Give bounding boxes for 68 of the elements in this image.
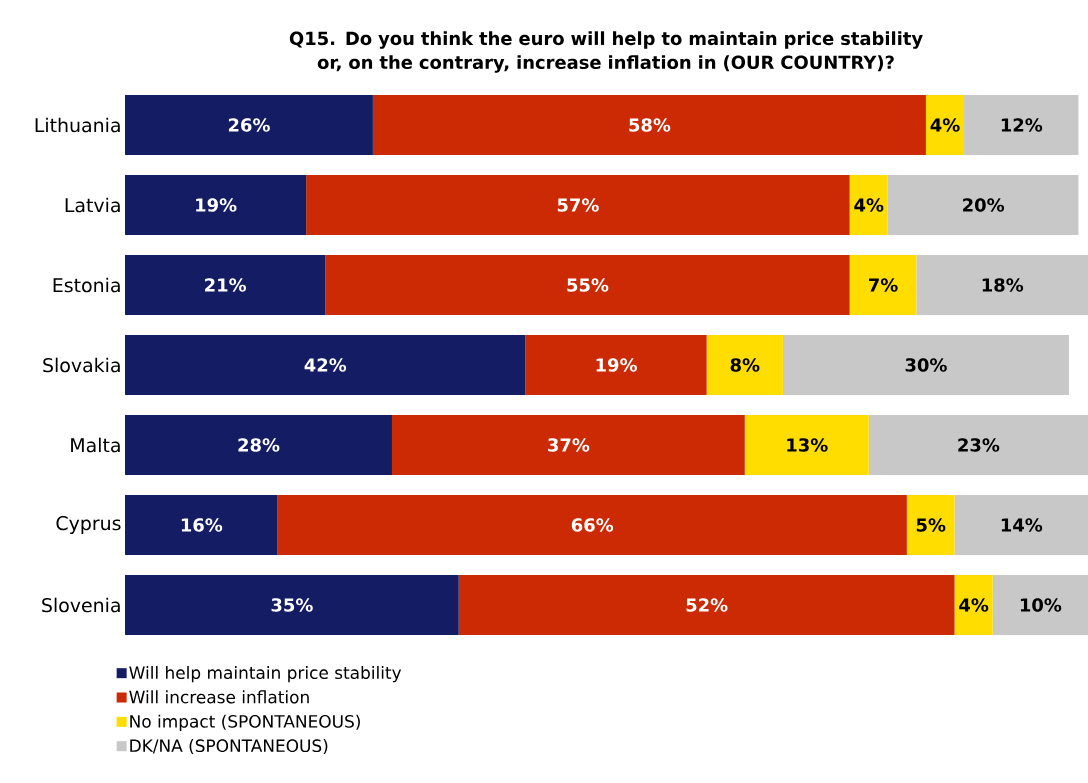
bar bbox=[992, 574, 1088, 635]
y-tick-label: Estonia bbox=[53, 277, 120, 293]
data-label: 19% bbox=[596, 358, 637, 372]
data-label: 4% bbox=[854, 198, 884, 212]
data-label: 7% bbox=[869, 278, 898, 292]
bar bbox=[125, 94, 373, 155]
bar bbox=[125, 254, 326, 315]
chart-title: Q15. Do you think the euro will help to maintain price stability or, on the contrary, increase inflation in (OUR COUNTRY)? bbox=[289, 31, 923, 73]
bar bbox=[906, 494, 955, 555]
data-label: 18% bbox=[982, 278, 1024, 292]
data-label: 13% bbox=[787, 438, 828, 452]
bar bbox=[125, 494, 278, 555]
data-label: 12% bbox=[1001, 118, 1043, 132]
data-label: 14% bbox=[1001, 518, 1043, 532]
legend-label: Will increase inflation bbox=[129, 690, 309, 704]
data-label: 20% bbox=[963, 198, 1005, 212]
data-label: 8% bbox=[730, 358, 760, 372]
y-tick-label: Slovakia bbox=[43, 357, 120, 373]
data-label: 28% bbox=[238, 438, 280, 452]
bar bbox=[916, 254, 1088, 315]
bar bbox=[782, 334, 1069, 395]
data-label: 10% bbox=[1020, 598, 1062, 612]
y-tick-label: Latvia bbox=[65, 197, 120, 213]
bar bbox=[525, 334, 707, 395]
data-label: 23% bbox=[958, 438, 1000, 452]
data-label: 4% bbox=[930, 118, 960, 132]
bar bbox=[744, 414, 869, 475]
data-label: 26% bbox=[228, 118, 270, 132]
bar bbox=[954, 494, 1088, 555]
bar bbox=[125, 174, 307, 235]
bar bbox=[125, 414, 392, 475]
data-label: 35% bbox=[271, 598, 313, 612]
data-label: 57% bbox=[557, 198, 599, 212]
bar bbox=[887, 174, 1079, 235]
bar bbox=[306, 174, 850, 235]
bar bbox=[125, 334, 526, 395]
bar bbox=[706, 334, 783, 395]
y-tick-label: Malta bbox=[71, 437, 120, 453]
data-label: 37% bbox=[548, 438, 590, 452]
data-label: 16% bbox=[181, 518, 223, 532]
bar bbox=[954, 574, 993, 635]
bar bbox=[849, 174, 888, 235]
data-label: 4% bbox=[959, 598, 989, 612]
data-label: 5% bbox=[916, 518, 946, 532]
legend-label: Will help maintain price stability bbox=[129, 665, 402, 683]
bar bbox=[391, 414, 745, 475]
data-label: 52% bbox=[686, 598, 728, 612]
bar bbox=[925, 94, 965, 155]
legend-label: No impact (SPONTANEOUS) bbox=[130, 714, 360, 732]
bar bbox=[868, 414, 1088, 475]
data-label: 58% bbox=[629, 118, 671, 132]
legend-label: DK/NA (SPONTANEOUS) bbox=[130, 739, 328, 755]
bar bbox=[849, 254, 917, 315]
bar bbox=[277, 494, 907, 555]
bar bbox=[964, 94, 1079, 155]
data-label: 55% bbox=[567, 278, 609, 292]
data-label: 21% bbox=[205, 278, 247, 292]
data-label: 30% bbox=[905, 358, 947, 372]
bar bbox=[125, 574, 459, 635]
data-label: 19% bbox=[196, 198, 237, 212]
data-label: 42% bbox=[304, 358, 347, 372]
bar bbox=[458, 574, 955, 635]
y-tick-label: Slovenia bbox=[42, 597, 120, 613]
y-tick-label: Lithuania bbox=[35, 117, 120, 133]
y-tick-label: Cyprus bbox=[56, 516, 121, 534]
data-label: 66% bbox=[571, 518, 614, 532]
bar bbox=[372, 94, 926, 155]
bar bbox=[325, 254, 850, 315]
